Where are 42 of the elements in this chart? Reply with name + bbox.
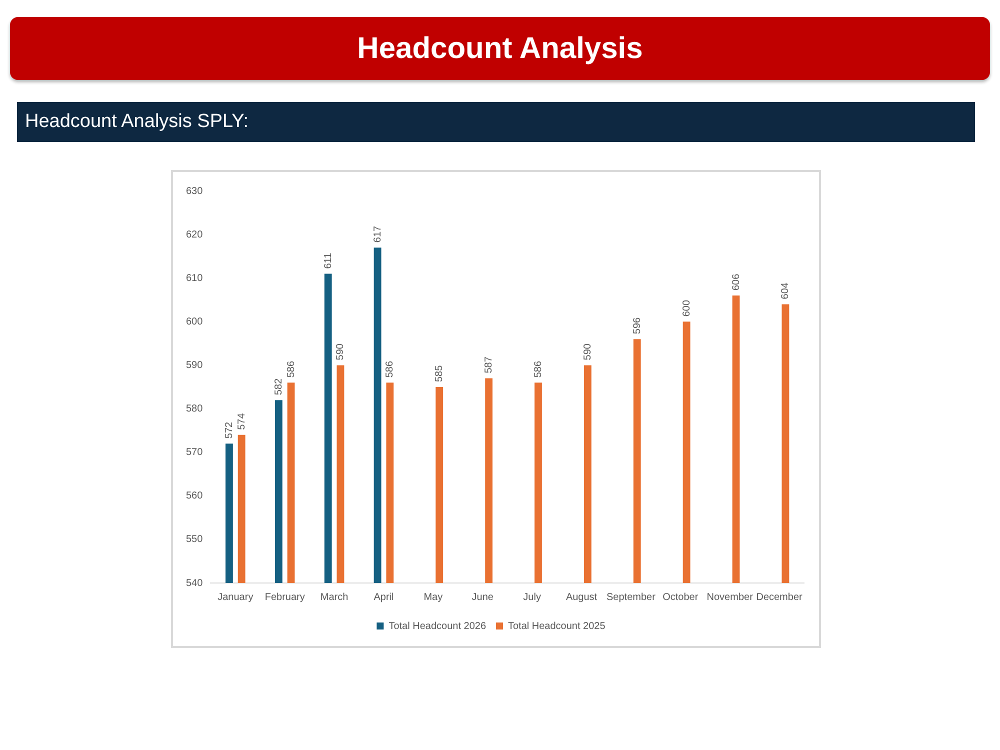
data-label: 604: [780, 282, 792, 300]
y-tick-label: 630: [186, 186, 204, 197]
data-label: 586: [532, 360, 544, 378]
y-tick-label: 590: [186, 360, 204, 371]
x-tick-label: October: [662, 592, 699, 603]
x-tick-label: April: [374, 592, 394, 603]
x-tick-label: August: [566, 592, 598, 603]
y-tick-label: 550: [186, 534, 204, 546]
data-label: 606: [730, 273, 742, 291]
data-label: 600: [681, 300, 692, 317]
data-label: 572: [224, 422, 235, 439]
x-tick-label: December: [756, 592, 804, 603]
legend-label: Total Headcount 2025: [508, 620, 606, 632]
x-tick-label: June: [472, 592, 494, 603]
chart-title: Headcount Analysis: [10, 17, 990, 80]
x-tick-label: May: [424, 592, 443, 603]
x-tick-label: February: [264, 592, 305, 603]
chart-subtitle: Headcount Analysis SPLY:: [17, 102, 975, 142]
y-tick-label: 580: [186, 404, 204, 415]
data-label: 590: [335, 343, 346, 360]
data-label: 586: [286, 360, 297, 378]
data-label: 611: [322, 252, 334, 269]
x-tick-label: January: [218, 592, 254, 603]
y-tick-label: 600: [186, 316, 204, 328]
legend-label: Total Headcount 2026: [388, 620, 486, 632]
x-tick-label: March: [320, 592, 348, 603]
data-label: 582: [273, 378, 284, 396]
y-tick-label: 610: [186, 272, 204, 284]
data-label: 596: [632, 316, 643, 334]
data-label: 590: [582, 343, 594, 360]
x-tick-label: September: [606, 592, 656, 603]
y-tick-label: 620: [186, 229, 204, 240]
data-label: 617: [372, 226, 384, 243]
x-tick-label: July: [523, 592, 541, 603]
data-label: 574: [236, 412, 248, 430]
data-label: 585: [434, 364, 446, 382]
y-tick-label: 560: [186, 490, 204, 502]
data-label: 586: [384, 360, 396, 378]
y-tick-label: 540: [186, 578, 204, 589]
x-tick-label: November: [706, 592, 754, 603]
y-tick-label: 570: [186, 447, 204, 458]
data-label: 587: [484, 356, 495, 374]
